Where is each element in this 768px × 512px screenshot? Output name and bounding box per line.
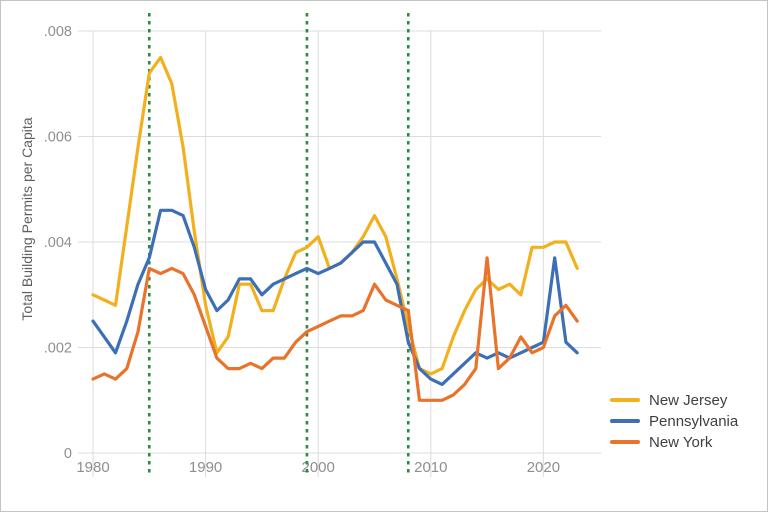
- x-tick-label: 1990: [189, 459, 222, 476]
- x-tick-label: 1980: [76, 459, 109, 476]
- series-line-new-york: [91, 256, 579, 402]
- y-tick-label: .008: [44, 24, 72, 40]
- y-axis-title: Total Building Permits per Capita: [19, 117, 35, 321]
- y-tick-label: 0: [64, 446, 72, 462]
- x-tick-label: 2010: [414, 459, 447, 476]
- legend-label-new-jersey: New Jersey: [649, 391, 728, 409]
- legend-line-swatch-new-jersey: [610, 398, 640, 402]
- legend-item-pennsylvania: Pennsylvania: [610, 412, 739, 430]
- series-line-new-jersey: [91, 55, 579, 376]
- legend-line-swatch-new-york: [610, 440, 640, 444]
- y-tick-label: .006: [44, 130, 72, 146]
- legend-item-new-york: New York: [610, 433, 738, 451]
- series-line-pennsylvania: [91, 208, 579, 386]
- legend: New Jersey Pennsylvania New York: [610, 391, 739, 451]
- y-tick-label: .002: [44, 341, 72, 357]
- legend-item-new-jersey: New Jersey: [610, 391, 738, 409]
- legend-label-pennsylvania: Pennsylvania: [649, 412, 739, 430]
- x-tick-label: 2000: [302, 459, 335, 476]
- legend-line-swatch-pennsylvania: [610, 419, 640, 423]
- x-tick-label: 2020: [527, 459, 560, 476]
- legend-label-new-york: New York: [649, 433, 713, 451]
- y-tick-label: .004: [44, 235, 72, 251]
